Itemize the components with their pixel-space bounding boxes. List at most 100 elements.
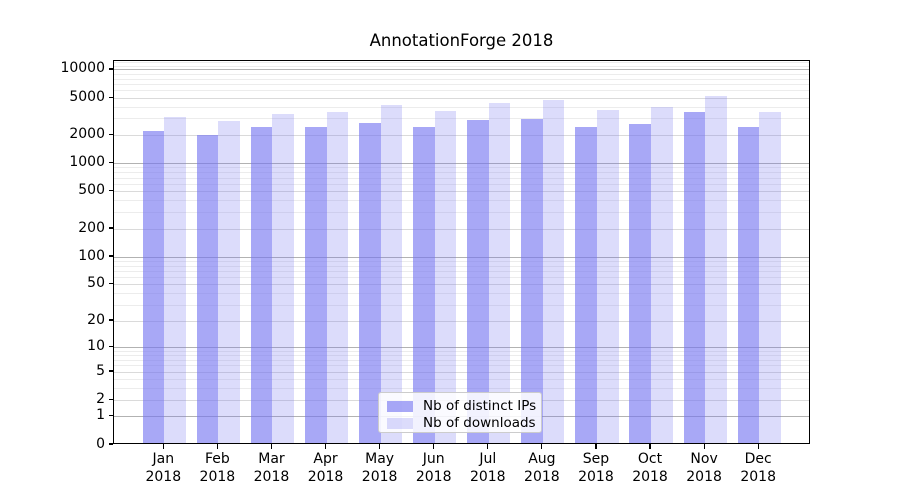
y-tick-mark-100	[108, 255, 113, 257]
y-tick-label-2000: 2000	[69, 125, 105, 142]
y-tick-mark-2000	[108, 133, 113, 136]
chart-title: AnnotationForge 2018	[369, 31, 554, 50]
y-tick-label-100: 100	[78, 247, 105, 264]
y-tick-label-500: 500	[78, 182, 105, 199]
minor-gridline-7	[114, 359, 809, 361]
bar-nb-of-downloads-may	[380, 104, 403, 443]
y-tick-label-1: 1	[96, 407, 105, 424]
bar-nb-of-downloads-mar	[272, 113, 295, 443]
x-tick-label-sep: Sep 2018	[578, 451, 614, 485]
bar-nb-of-distinct-ips-dec	[737, 126, 760, 443]
bar-nb-of-downloads-aug	[542, 100, 565, 443]
x-tick-label-jun: Jun 2018	[415, 451, 452, 485]
x-tick-label-oct: Oct 2018	[632, 451, 668, 485]
minor-gridline-30	[114, 304, 809, 306]
x-tick-mark-apr	[324, 444, 327, 449]
minor-gridline-9	[114, 350, 809, 352]
minor-gridline-8	[114, 355, 809, 357]
y-tick-mark-10000	[108, 68, 113, 70]
minor-gridline-200	[114, 228, 809, 230]
x-tick-label-jul: Jul 2018	[469, 451, 506, 485]
minor-gridline-7000	[114, 83, 809, 85]
minor-gridline-20	[114, 320, 809, 322]
minor-gridline-300	[114, 212, 809, 214]
y-tick-mark-500	[108, 190, 113, 192]
x-tick-mark-jun	[433, 444, 435, 449]
minor-gridline-2000	[114, 134, 809, 136]
x-tick-mark-feb	[216, 444, 218, 449]
y-tick-label-2: 2	[96, 390, 105, 407]
major-gridline-100	[114, 256, 809, 258]
minor-gridline-9000	[114, 73, 809, 75]
plot-area	[113, 60, 810, 444]
bar-nb-of-downloads-oct	[651, 106, 673, 443]
legend-swatch-distinct-ips	[387, 400, 413, 412]
x-tick-label-aug: Aug 2018	[524, 451, 560, 485]
major-gridline-10000	[114, 69, 809, 71]
minor-gridline-4	[114, 378, 809, 380]
y-tick-mark-50	[108, 283, 113, 285]
bar-nb-of-distinct-ips-jan	[142, 130, 165, 443]
x-tick-mark-may	[379, 444, 381, 449]
bars-layer	[114, 61, 809, 443]
bar-nb-of-downloads-jan	[164, 116, 186, 443]
bar-nb-of-downloads-nov	[705, 95, 727, 443]
legend: Nb of distinct IPs Nb of downloads	[378, 392, 542, 433]
minor-gridline-8000	[114, 78, 809, 80]
minor-gridline-500	[114, 191, 809, 193]
minor-gridline-900	[114, 167, 809, 169]
minor-gridline-800	[114, 172, 809, 174]
minor-gridline-6000	[114, 90, 809, 92]
major-gridline-1000	[114, 163, 809, 165]
minor-gridline-90	[114, 260, 809, 262]
bar-nb-of-distinct-ips-feb	[196, 134, 219, 443]
major-gridline-10	[114, 346, 809, 348]
minor-gridline-4000	[114, 106, 809, 108]
bar-nb-of-distinct-ips-jul	[467, 119, 489, 443]
legend-label-downloads: Nb of downloads	[423, 415, 536, 431]
bar-nb-of-distinct-ips-oct	[629, 123, 651, 443]
minor-gridline-5000	[114, 97, 809, 99]
y-tick-label-50: 50	[87, 275, 105, 292]
bar-nb-of-distinct-ips-may	[359, 123, 381, 443]
minor-gridline-200	[114, 228, 809, 230]
bar-nb-of-distinct-ips-mar	[250, 126, 273, 443]
y-tick-mark-1000	[108, 162, 113, 164]
bar-nb-of-distinct-ips-aug	[521, 118, 543, 443]
bar-nb-of-downloads-jun	[434, 110, 457, 443]
x-tick-mark-mar	[270, 444, 273, 449]
minor-gridline-5	[114, 371, 809, 373]
x-tick-label-nov: Nov 2018	[686, 451, 722, 485]
legend-entry-distinct-ips: Nb of distinct IPs	[387, 398, 536, 414]
minor-gridline-20	[114, 320, 809, 322]
y-tick-mark-5	[108, 370, 113, 372]
x-tick-mark-nov	[703, 444, 705, 449]
y-tick-mark-0	[108, 443, 113, 445]
y-tick-mark-2	[108, 398, 113, 400]
y-tick-label-20: 20	[87, 311, 105, 328]
y-tick-label-5000: 5000	[69, 88, 105, 105]
minor-gridline-3000	[114, 118, 809, 120]
minor-gridline-50	[114, 284, 809, 286]
x-tick-mark-aug	[541, 444, 543, 449]
minor-gridline-12000	[114, 62, 809, 64]
y-tick-label-200: 200	[78, 219, 105, 236]
gridlines-layer	[114, 61, 809, 443]
minor-gridline-6	[114, 365, 809, 367]
bar-nb-of-distinct-ips-nov	[683, 111, 706, 443]
bar-nb-of-distinct-ips-jun	[413, 126, 435, 443]
y-tick-mark-1	[108, 415, 113, 417]
x-tick-mark-jan	[162, 444, 164, 449]
bar-nb-of-downloads-dec	[759, 112, 781, 443]
minor-gridline-50	[114, 284, 809, 286]
y-tick-label-5: 5	[96, 362, 105, 379]
x-tick-label-jan: Jan 2018	[145, 451, 182, 485]
minor-gridline-700	[114, 177, 809, 179]
minor-gridline-3	[114, 388, 809, 390]
x-tick-label-may: May 2018	[361, 451, 398, 485]
minor-gridline-40	[114, 293, 809, 295]
x-tick-label-mar: Mar 2018	[253, 451, 290, 485]
y-tick-label-10000: 10000	[60, 60, 105, 77]
bar-nb-of-downloads-feb	[218, 121, 240, 443]
minor-gridline-60	[114, 277, 809, 279]
